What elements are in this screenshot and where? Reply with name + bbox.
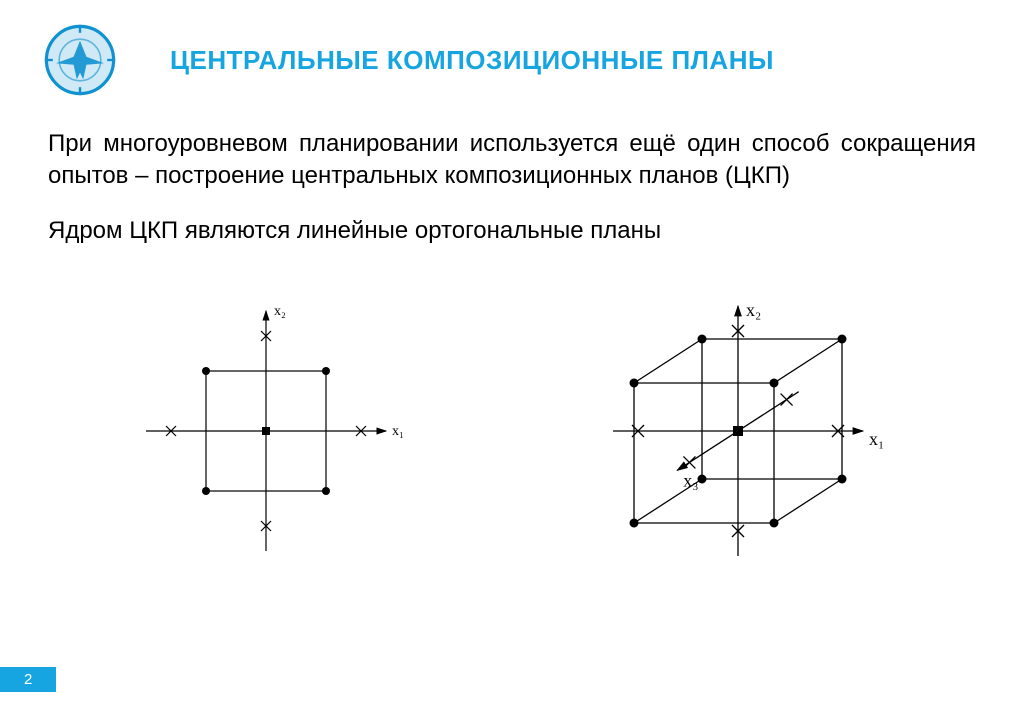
- ccd-2d-diagram: x₁ x₂: [116, 301, 416, 561]
- page-number: 2: [0, 667, 56, 692]
- svg-text:x₂: x₂: [746, 300, 761, 320]
- aircraft-compass-icon: [40, 20, 120, 100]
- svg-text:x₁: x₁: [392, 424, 404, 439]
- diagrams-row: x₁ x₂ x₁ x₂ x₃: [0, 277, 1024, 581]
- page-title: ЦЕНТРАЛЬНЫЕ КОМПОЗИЦИОННЫЕ ПЛАНЫ: [120, 45, 984, 76]
- logo: [40, 20, 120, 100]
- header-row: ЦЕНТРАЛЬНЫЕ КОМПОЗИЦИОННЫЕ ПЛАНЫ: [0, 0, 1024, 100]
- body-text: При многоуровневом планировании использу…: [0, 100, 1024, 277]
- ccd-3d-diagram: x₁ x₂ x₃: [568, 281, 908, 581]
- paragraph-1: При многоуровневом планировании использу…: [48, 128, 976, 193]
- svg-text:x₁: x₁: [869, 429, 884, 449]
- paragraph-2: Ядром ЦКП являются линейные ортогональны…: [48, 215, 976, 247]
- svg-text:x₃: x₃: [683, 470, 698, 490]
- svg-text:x₂: x₂: [274, 304, 286, 319]
